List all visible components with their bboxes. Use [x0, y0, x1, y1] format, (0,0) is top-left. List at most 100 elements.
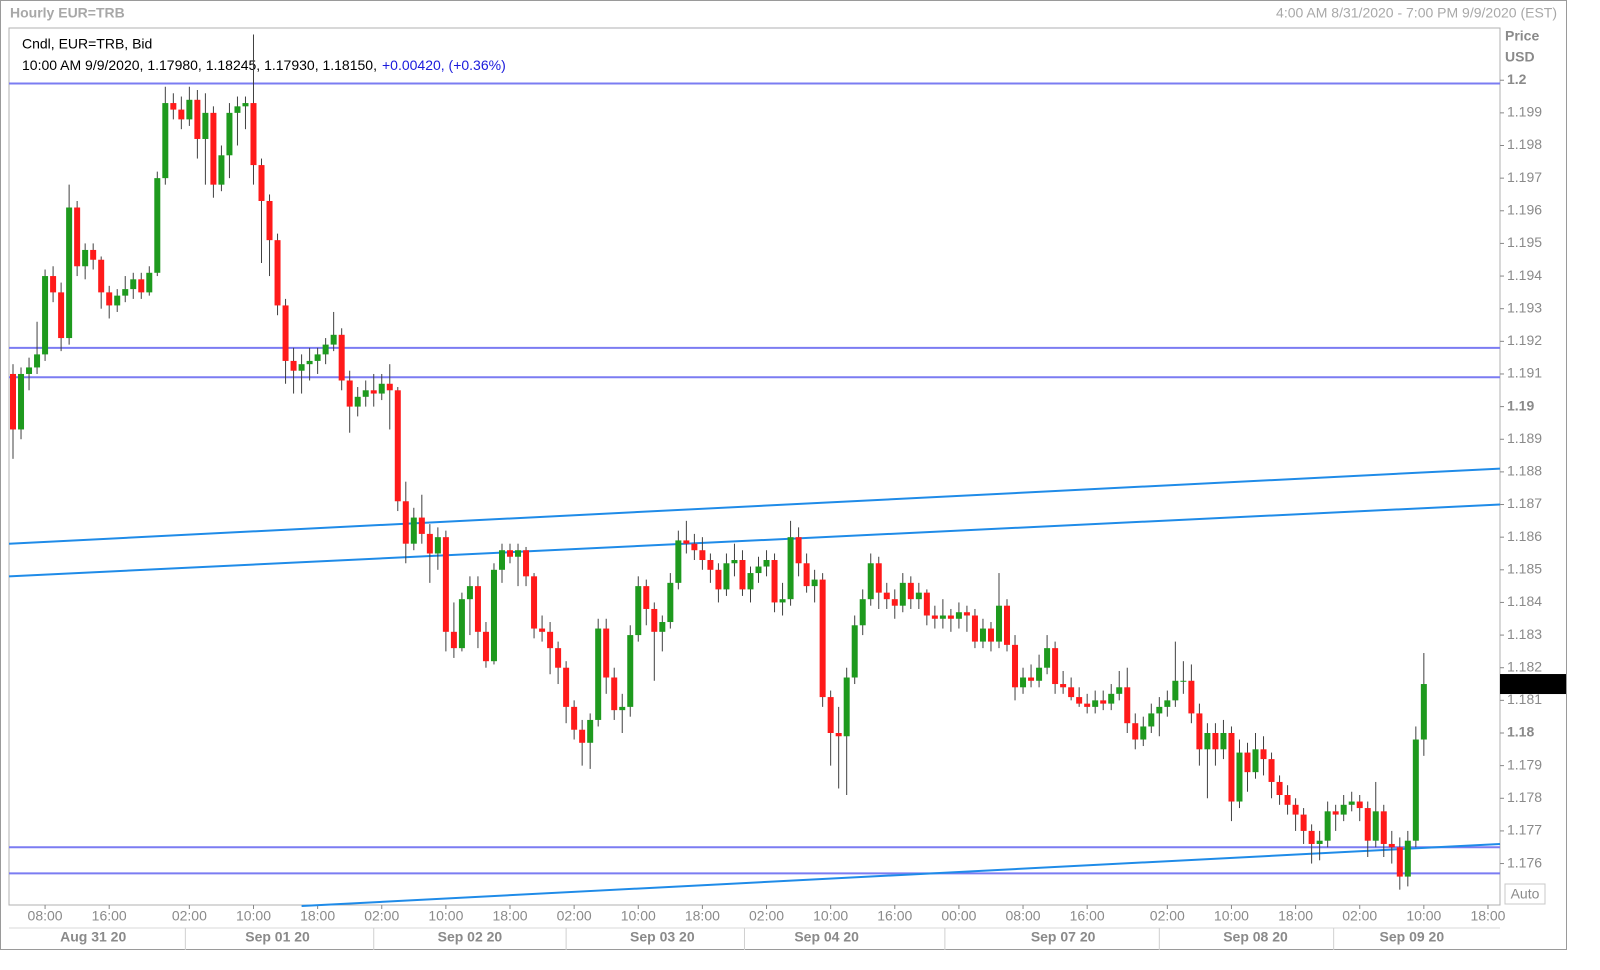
- candle-body: [1196, 713, 1203, 750]
- candle-body: [1068, 687, 1075, 698]
- y-tick-label: 1.178: [1507, 789, 1542, 805]
- candle-body: [1132, 723, 1139, 740]
- candle-body: [1140, 726, 1147, 740]
- candle-body: [130, 279, 137, 290]
- y-tick-label: 1.187: [1507, 495, 1542, 511]
- x-tick-label: 16:00: [92, 908, 127, 924]
- candle-body: [963, 612, 970, 616]
- candle-body: [10, 373, 17, 430]
- candle-body: [731, 560, 738, 564]
- y-tick-label: 1.179: [1507, 756, 1542, 772]
- candle-body: [1116, 687, 1123, 694]
- candle-body: [1316, 840, 1323, 844]
- date-label: Sep 04 20: [794, 929, 859, 945]
- candle-body: [122, 289, 129, 296]
- plot-area: [8, 27, 1501, 906]
- y-tick-label: 1.191: [1507, 365, 1542, 381]
- candle-body: [1308, 830, 1315, 844]
- candle-body: [394, 390, 401, 502]
- y-tick-label: 1.18: [1507, 724, 1534, 740]
- candle-body: [507, 550, 514, 557]
- candle-body: [1268, 759, 1275, 782]
- y-tick-label: 1.195: [1507, 234, 1542, 250]
- candle-body: [747, 573, 754, 590]
- candle-body: [1188, 680, 1195, 714]
- candle-body: [450, 631, 457, 649]
- candle-body: [947, 615, 954, 619]
- scale-button[interactable]: [1504, 883, 1546, 905]
- candle-body: [811, 579, 818, 587]
- axis-title: Price: [1505, 28, 1539, 44]
- candle-body: [1404, 840, 1411, 877]
- candle-body: [26, 367, 33, 374]
- x-tick-label: 08:00: [1006, 908, 1041, 924]
- candle-body: [515, 550, 522, 557]
- x-tick-label: 18:00: [685, 908, 720, 924]
- candle-body: [1156, 706, 1163, 714]
- candle-body: [346, 380, 353, 407]
- candle-body: [931, 615, 938, 619]
- candle-body: [891, 599, 898, 606]
- axis-unit: USD: [1505, 49, 1535, 65]
- candle-body: [146, 272, 153, 293]
- candle-body: [779, 599, 786, 603]
- candle-body: [1332, 811, 1339, 815]
- candle-body: [1148, 713, 1155, 727]
- candle-body: [1052, 648, 1059, 685]
- y-tick-label: 1.177: [1507, 822, 1542, 838]
- candle-body: [987, 628, 994, 642]
- candle-body: [386, 383, 393, 391]
- candle-body: [202, 112, 209, 139]
- candle-body: [138, 279, 145, 293]
- x-tick-label: 10:00: [813, 908, 848, 924]
- x-tick-label: 16:00: [1070, 908, 1105, 924]
- candle-body: [170, 103, 177, 110]
- candle-body: [178, 109, 185, 120]
- candle-body: [539, 628, 546, 632]
- candle-body: [498, 550, 505, 570]
- candle-body: [74, 207, 81, 267]
- candle-body: [523, 550, 530, 577]
- candle-body: [1012, 644, 1019, 688]
- date-label: Sep 02 20: [438, 929, 503, 945]
- candle-body: [1164, 700, 1171, 707]
- candle-body: [1372, 811, 1379, 841]
- candle-body: [1324, 811, 1331, 841]
- candle-body: [218, 155, 225, 185]
- candle-body: [1204, 732, 1211, 750]
- candle-body: [266, 200, 273, 241]
- candle-body: [1348, 801, 1355, 805]
- y-tick-label: 1.189: [1507, 430, 1542, 446]
- candle-body: [1076, 697, 1083, 704]
- candle-body: [907, 582, 914, 600]
- x-tick-label: 10:00: [428, 908, 463, 924]
- legend-title: Cndl, EUR=TRB, Bid: [22, 36, 152, 52]
- candle-body: [1388, 843, 1395, 848]
- candle-body: [1172, 680, 1179, 701]
- candle-body: [426, 533, 433, 554]
- candle-body: [322, 344, 329, 355]
- candle-body: [1276, 781, 1283, 796]
- candle-body: [683, 540, 690, 544]
- candle-body: [1364, 808, 1371, 841]
- candle-body: [458, 599, 465, 649]
- scale-mode[interactable]: Auto: [1511, 886, 1540, 902]
- candle-body: [571, 706, 578, 730]
- candle-body: [1020, 677, 1027, 688]
- candle-body: [995, 605, 1002, 642]
- candle-body: [787, 537, 794, 600]
- candle-body: [851, 625, 858, 678]
- candle-body: [338, 334, 345, 381]
- candle-body: [82, 249, 89, 267]
- candle-body: [659, 622, 666, 632]
- candle-body: [1108, 693, 1115, 704]
- candle-body: [1084, 703, 1091, 707]
- candle-body: [290, 360, 297, 371]
- candle-body: [1236, 752, 1243, 802]
- x-tick-label: 02:00: [749, 908, 784, 924]
- candle-body: [803, 563, 810, 587]
- candle-body: [378, 383, 385, 394]
- candle-body: [242, 103, 249, 107]
- y-tick-label: 1.176: [1507, 854, 1542, 870]
